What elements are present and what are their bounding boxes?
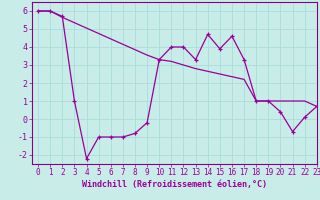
X-axis label: Windchill (Refroidissement éolien,°C): Windchill (Refroidissement éolien,°C) bbox=[82, 180, 267, 189]
